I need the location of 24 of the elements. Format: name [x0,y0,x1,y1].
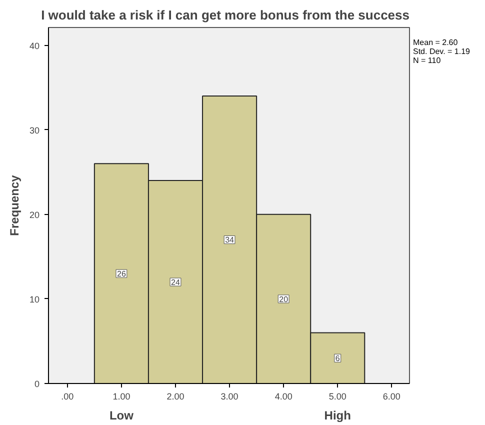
text: Mean = 2.60 [413,38,458,47]
x-tick-label: 5.00 [328,392,346,402]
data-label: 6 [335,354,340,364]
x-tick-label: 1.00 [112,392,130,402]
y-tick-label: 30 [29,125,40,136]
y-tick-label: 0 [34,379,40,389]
x-tick-label: 3.00 [220,392,238,402]
x-tick-label: 6.00 [382,392,400,402]
x-tick-label: 2.00 [166,392,184,402]
data-label: 20 [279,294,289,304]
y-tick-label: 10 [29,294,40,304]
x-tick-label: .00 [61,392,74,402]
chart-title: I would take a risk if I can get more bonus from the success [41,8,410,22]
data-label: 24 [171,278,180,288]
text: N = 110 [413,56,441,65]
data-label: 26 [117,270,126,279]
y-tick-label: 40 [29,40,40,51]
text: High [324,408,351,422]
data-label: 34 [225,236,235,245]
text: Low [109,408,134,422]
y-tick-label: 20 [29,210,40,220]
text: Std. Dev. = 1.19 [413,47,470,56]
x-tick-label: 4.00 [274,392,292,402]
y-axis-title: Frequency [7,174,22,236]
